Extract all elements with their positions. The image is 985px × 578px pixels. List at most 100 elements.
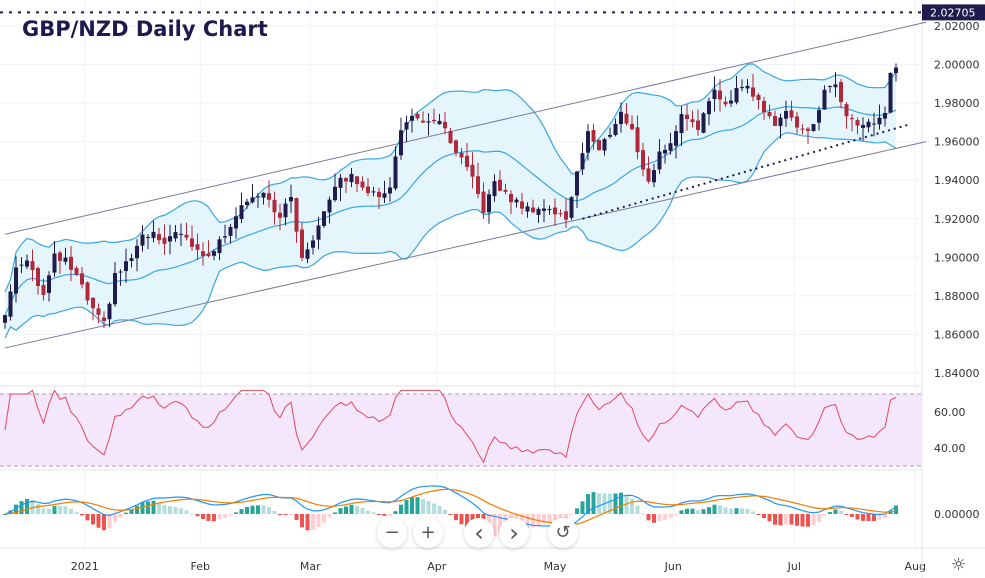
candle-body xyxy=(410,116,414,121)
macd-histogram-bar xyxy=(448,514,453,515)
candle-body xyxy=(745,85,750,89)
macd-histogram-bar xyxy=(756,514,761,515)
price-tick-label: 1.86000 xyxy=(934,328,980,341)
macd-histogram-bar xyxy=(674,514,678,515)
macd-histogram-bar xyxy=(789,514,794,525)
candle-body xyxy=(542,208,546,211)
candle-body xyxy=(256,196,260,198)
macd-histogram-bar xyxy=(223,514,227,518)
candle-body xyxy=(828,86,832,88)
macd-histogram-bar xyxy=(179,508,183,514)
macd-histogram-bar xyxy=(586,494,590,514)
time-tick-label: 2021 xyxy=(71,560,99,573)
candle-body xyxy=(806,128,810,131)
candle-body xyxy=(817,110,821,123)
macd-histogram-bar xyxy=(465,514,469,529)
macd-histogram-bar xyxy=(184,510,189,514)
candle-body xyxy=(338,177,343,188)
candle-body xyxy=(261,192,266,198)
macd-histogram-bar xyxy=(261,505,266,514)
zoom-in-button[interactable]: + xyxy=(413,518,443,548)
candle-body xyxy=(850,118,854,120)
candle-body xyxy=(536,208,541,215)
macd-histogram-bar xyxy=(696,510,700,514)
candle-body xyxy=(74,268,79,275)
candle-body xyxy=(300,229,304,258)
macd-histogram-bar xyxy=(564,514,568,520)
macd-histogram-bar xyxy=(833,509,838,514)
candle-body xyxy=(877,117,882,125)
chart-title: GBP/NZD Daily Chart xyxy=(22,17,268,41)
current-price-label: 2.02705 xyxy=(930,6,976,19)
macd-histogram-bar xyxy=(124,512,128,514)
macd-histogram-bar xyxy=(349,504,354,514)
macd-histogram-bar xyxy=(366,510,370,514)
macd-histogram-bar xyxy=(58,506,62,514)
candle-body xyxy=(52,253,57,273)
macd-histogram-bar xyxy=(410,497,414,514)
candle-body xyxy=(866,121,871,128)
candle-body xyxy=(663,149,667,154)
macd-histogram-bar xyxy=(861,514,865,521)
candle-body xyxy=(630,123,634,130)
macd-histogram-bar xyxy=(52,506,57,514)
candle-body xyxy=(597,140,601,151)
candle-body xyxy=(399,130,403,156)
price-tick-label: 2.00000 xyxy=(934,59,980,72)
candle-body xyxy=(223,236,227,238)
candle-body xyxy=(272,199,277,213)
candle-body xyxy=(861,124,865,128)
candle-body xyxy=(613,123,618,136)
zoom-out-button[interactable]: − xyxy=(377,518,407,548)
candle-body xyxy=(129,258,134,261)
macd-histogram-bar xyxy=(536,514,541,526)
candle-body xyxy=(8,291,13,317)
candle-body xyxy=(712,89,717,100)
candle-body xyxy=(366,186,370,194)
candle-body xyxy=(316,225,321,240)
candle-body xyxy=(443,121,447,129)
macd-histogram-bar xyxy=(498,514,502,535)
macd-histogram-bar xyxy=(190,513,194,515)
macd-histogram-bar xyxy=(778,514,783,526)
candle-body xyxy=(30,261,35,271)
rsi-tick-label: 40.00 xyxy=(934,442,966,455)
candle-body xyxy=(723,101,728,105)
macd-histogram-bar xyxy=(107,514,112,529)
scroll-left-button[interactable]: ‹ xyxy=(464,518,494,548)
macd-histogram-bar xyxy=(404,500,409,514)
candle-body xyxy=(839,82,843,103)
candle-body xyxy=(239,205,244,220)
channel-upper-line xyxy=(4,21,927,235)
macd-histogram-bar xyxy=(228,514,233,516)
candle-body xyxy=(333,186,337,201)
bollinger-upper-line xyxy=(4,63,897,293)
macd-histogram-bar xyxy=(443,509,447,514)
macd-histogram-bar xyxy=(624,495,629,514)
macd-histogram-bar xyxy=(492,514,497,537)
candle-body xyxy=(382,193,387,198)
price-tick-label: 1.92000 xyxy=(934,213,980,226)
macd-histogram-bar xyxy=(690,508,695,514)
macd-histogram-bar xyxy=(80,514,84,516)
macd-histogram-bar xyxy=(883,514,887,519)
candle-body xyxy=(668,143,673,151)
reset-chart-button[interactable]: ↺ xyxy=(548,518,578,548)
candle-body xyxy=(872,123,876,125)
candle-body xyxy=(778,117,783,127)
candle-body xyxy=(773,116,777,126)
settings-icon[interactable]: ☼ xyxy=(951,555,967,575)
candle-body xyxy=(690,119,695,123)
candle-body xyxy=(525,206,530,212)
macd-histogram-bar xyxy=(311,514,315,531)
time-tick-label: Apr xyxy=(427,560,447,573)
candle-body xyxy=(245,201,249,205)
candle-body xyxy=(426,121,431,123)
candle-body xyxy=(811,124,816,131)
macd-histogram-bar xyxy=(239,509,244,514)
candle-body xyxy=(558,213,563,215)
macd-histogram-bar xyxy=(113,514,117,522)
macd-histogram-bar xyxy=(74,511,79,514)
scroll-right-button[interactable]: › xyxy=(499,518,529,548)
